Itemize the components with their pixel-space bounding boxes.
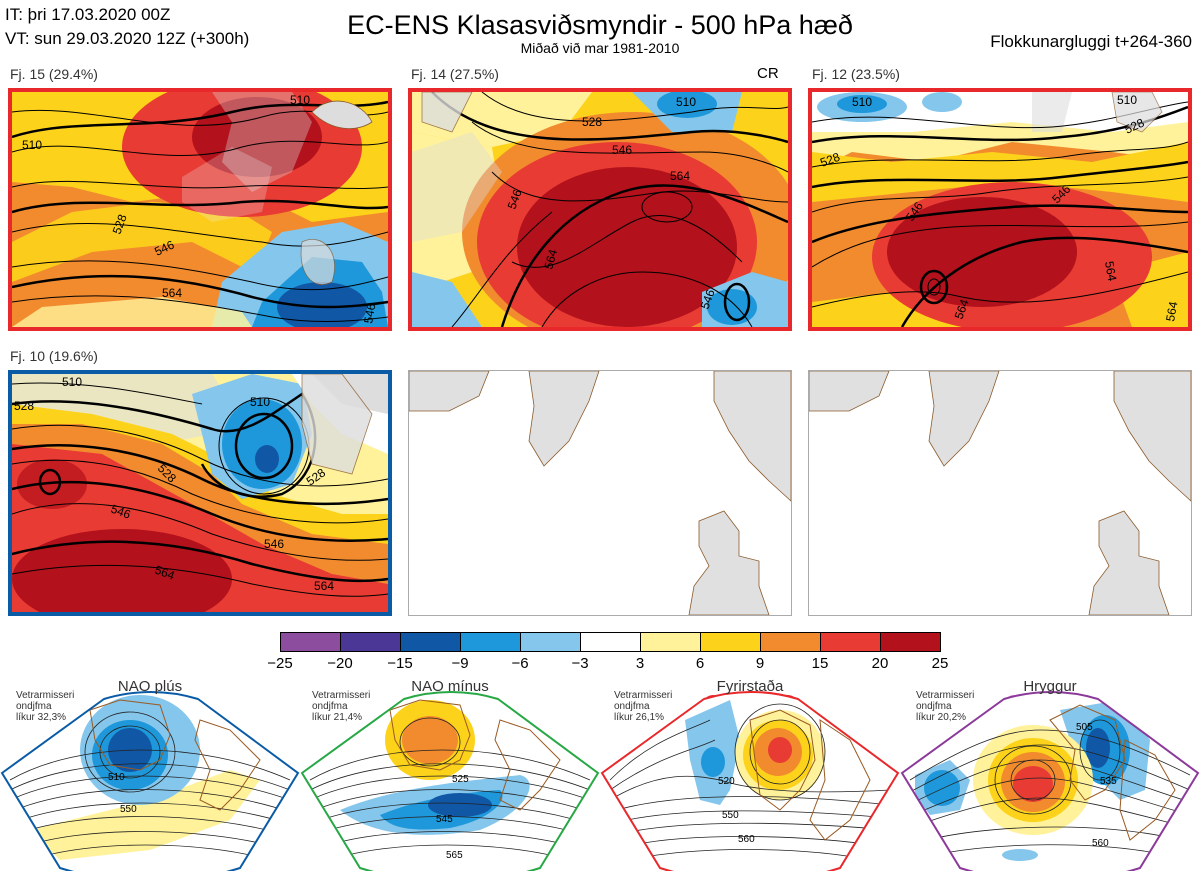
regime-note: Vetrarmisseri ondjfma líkur 20,2% xyxy=(916,690,975,723)
contour-label: 564 xyxy=(670,169,690,183)
contour-label: 546 xyxy=(264,537,284,551)
cluster-panel-2: 528 510 546 564 546 564 546 xyxy=(408,88,792,331)
contour-label: 546 xyxy=(109,502,133,522)
colorbar-cell xyxy=(460,632,521,652)
colorbar-tick: 20 xyxy=(871,655,889,672)
contour-label: 546 xyxy=(361,302,378,324)
cluster-panel-1: 510 528 546 564 510 546 xyxy=(8,88,392,331)
page-title: EC-ENS Klasasviðsmyndir - 500 hPa hæð xyxy=(347,10,853,40)
contour-label: 564 xyxy=(162,286,182,300)
contour-label: 564 xyxy=(952,297,972,321)
regime-contour-label: 505 xyxy=(1076,722,1093,733)
cluster-map-4: 510 510 528 528 546 546 564 564 528 xyxy=(12,374,388,612)
empty-panel-6 xyxy=(808,370,1192,616)
cluster-map-1: 510 528 546 564 510 546 xyxy=(12,92,388,327)
cluster-panel-4: 510 510 528 528 546 546 564 564 528 xyxy=(8,370,392,616)
contour-label: 528 xyxy=(582,115,602,129)
regime-ridge: Vetrarmisseri ondjfma líkur 20,2% Hryggur xyxy=(900,678,1200,876)
colorbar-cell xyxy=(400,632,461,652)
colorbar-cell xyxy=(760,632,821,652)
init-time-label: IT: þri 17.03.2020 00Z xyxy=(5,5,171,24)
regime-contour-label: 545 xyxy=(436,814,453,825)
regime-nao-plus: Vetrarmisseri ondjfma líkur 32,3% NAO plús… xyxy=(0,678,300,876)
panel-1-label: Fj. 15 (29.4%) xyxy=(10,66,98,82)
colorbar-tick: 9 xyxy=(755,655,765,672)
regime-contour-label: 550 xyxy=(722,810,739,821)
empty-panel-5 xyxy=(408,370,792,616)
colorbar-cell xyxy=(340,632,401,652)
colorbar-cell xyxy=(280,632,341,652)
regime-contour-label: 560 xyxy=(738,834,755,845)
regime-map-blocking: 520 550 560 xyxy=(600,690,900,876)
valid-time-label: VT: sun 29.03.2020 12Z (+300h) xyxy=(5,29,250,48)
regime-map-nao-minus: 525 545 565 xyxy=(300,690,600,876)
colorbar-tick: −25 xyxy=(267,655,293,672)
colorbar-tick: 3 xyxy=(635,655,645,672)
colorbar-tick: 15 xyxy=(811,655,829,672)
colorbar-cell xyxy=(520,632,581,652)
regime-contour-label: 510 xyxy=(108,772,125,783)
contour-label: 510 xyxy=(852,95,872,109)
regime-contour-label: 565 xyxy=(446,850,463,861)
contour-label: 510 xyxy=(22,138,42,152)
contour-label: 564 xyxy=(1163,300,1180,322)
colorbar-cell xyxy=(640,632,701,652)
panel-2-label: Fj. 14 (27.5%) xyxy=(411,66,499,82)
regime-contour-label: 520 xyxy=(718,776,735,787)
regime-title: Hryggur xyxy=(1023,678,1077,695)
colorbar-cell xyxy=(580,632,641,652)
colorbar-tick: 25 xyxy=(931,655,949,672)
cluster-map-2: 528 510 546 564 546 564 546 xyxy=(412,92,788,327)
page-subtitle: Miðað við mar 1981-2010 xyxy=(520,40,680,56)
contour-label: 510 xyxy=(676,95,696,109)
panel-3-label: Fj. 12 (23.5%) xyxy=(812,66,900,82)
colorbar-cell xyxy=(880,632,941,652)
colorbar-tick: −20 xyxy=(327,655,353,672)
regime-contour-label: 550 xyxy=(120,804,137,815)
contour-label: 528 xyxy=(14,399,34,413)
contour-label: 510 xyxy=(62,375,82,389)
cluster-map-3: 510 510 528 528 546 546 564 564 564 xyxy=(812,92,1188,327)
regime-note: Vetrarmisseri ondjfma líkur 32,3% xyxy=(16,690,75,723)
contour-label: 510 xyxy=(250,395,270,409)
empty-map-6 xyxy=(809,371,1191,615)
contour-label: 564 xyxy=(1102,260,1119,282)
panel-2-tag: CR xyxy=(757,65,779,82)
cluster-panel-3: 510 510 528 528 546 546 564 564 564 xyxy=(808,88,1192,331)
colorbar-cell xyxy=(700,632,761,652)
regime-contour-label: 525 xyxy=(452,774,469,785)
colorbar-cell xyxy=(820,632,881,652)
contour-label: 564 xyxy=(314,579,334,593)
regime-map-ridge: 505 535 560 xyxy=(900,690,1200,876)
contour-label: 564 xyxy=(541,247,560,270)
colorbar-tick: 6 xyxy=(695,655,705,672)
empty-map-5 xyxy=(409,371,791,615)
contour-label: 510 xyxy=(290,93,310,107)
contour-label: 528 xyxy=(818,150,842,170)
window-label: Flokkunargluggi t+264-360 xyxy=(990,32,1192,51)
regime-title: NAO plús xyxy=(117,678,183,695)
regime-title: NAO mínus xyxy=(411,678,489,695)
contour-label: 528 xyxy=(110,212,130,236)
regime-title: Fyrirstaða xyxy=(716,678,784,695)
contour-label: 546 xyxy=(612,143,632,157)
contour-label: 510 xyxy=(1117,93,1137,107)
regime-contour-label: 535 xyxy=(1100,776,1117,787)
contour-label: 546 xyxy=(505,187,525,211)
regime-note: Vetrarmisseri ondjfma líkur 21,4% xyxy=(312,690,371,723)
colorbar-tick: −15 xyxy=(387,655,413,672)
regime-blocking: Vetrarmisseri ondjfma líkur 26,1% Fyrirsta… xyxy=(600,678,900,876)
contour-label: 546 xyxy=(698,287,718,311)
regime-note: Vetrarmisseri ondjfma líkur 26,1% xyxy=(614,690,673,723)
regime-nao-minus: Vetrarmisseri ondjfma líkur 21,4% NAO mínu… xyxy=(300,678,600,876)
contour-label: 564 xyxy=(153,563,177,583)
regime-map-nao-plus: 510 550 xyxy=(0,690,300,876)
colorbar-tick: −6 xyxy=(511,655,529,672)
colorbar-tick: −3 xyxy=(571,655,589,672)
panel-4-label: Fj. 10 (19.6%) xyxy=(10,348,98,364)
colorbar-tick: −9 xyxy=(451,655,469,672)
regime-contour-label: 560 xyxy=(1092,838,1109,849)
